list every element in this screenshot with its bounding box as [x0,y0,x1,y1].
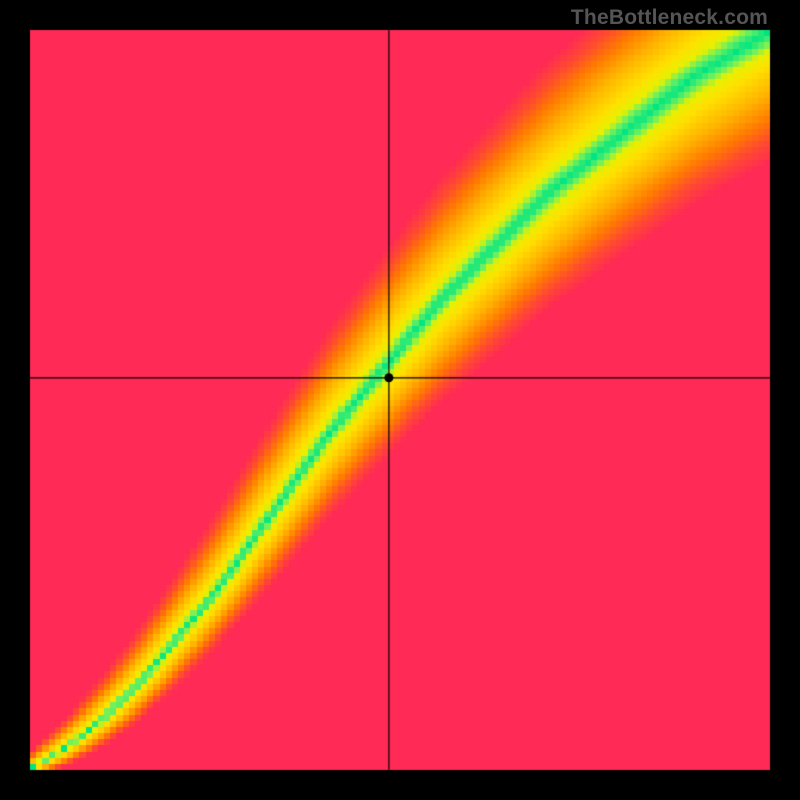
chart-container: { "watermark": "TheBottleneck.com", "can… [0,0,800,800]
crosshair-overlay [0,0,800,800]
watermark-text: TheBottleneck.com [571,6,768,30]
